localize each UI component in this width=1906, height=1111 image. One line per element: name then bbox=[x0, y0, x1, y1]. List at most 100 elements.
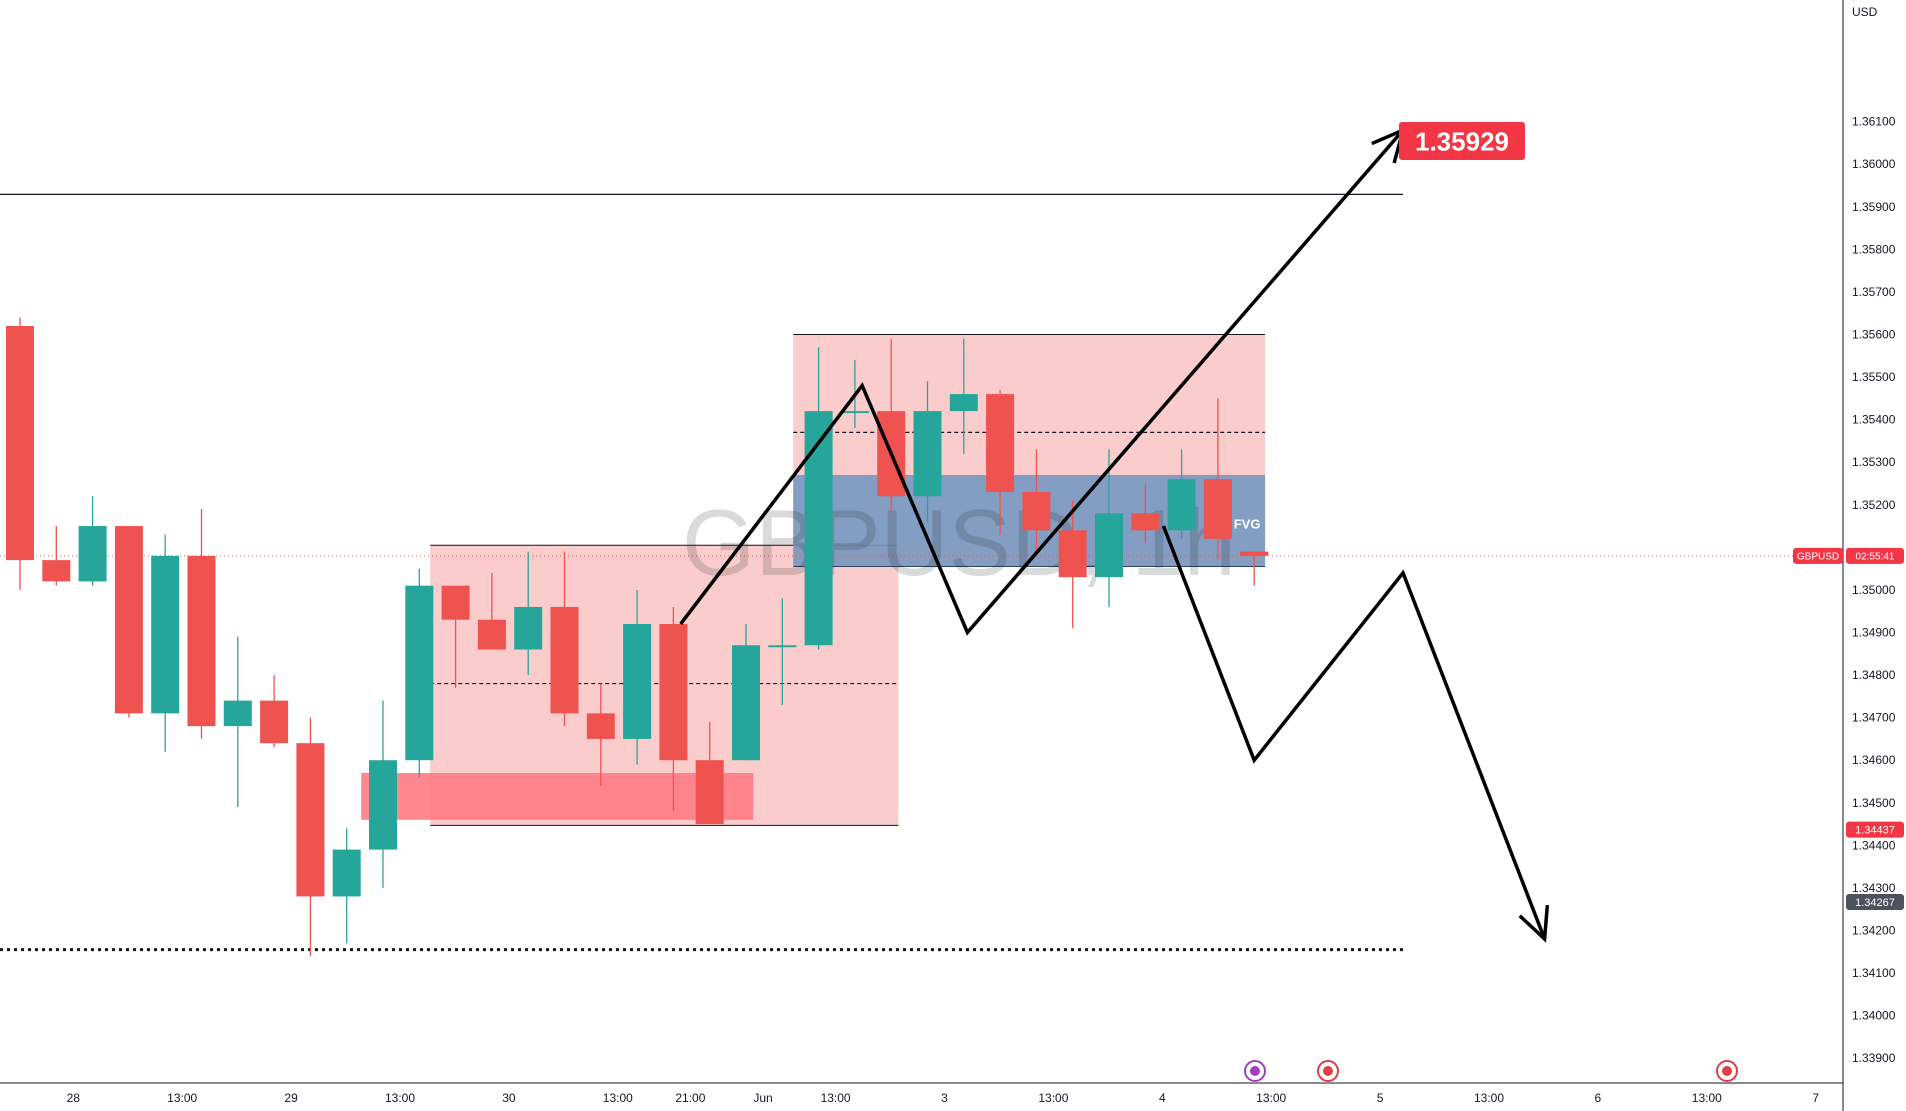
candle[interactable] bbox=[369, 700, 397, 888]
price-tick-label: 1.35800 bbox=[1852, 242, 1896, 256]
time-tick-label: 5 bbox=[1377, 1091, 1384, 1105]
candle-body bbox=[1203, 479, 1232, 539]
price-badge-b-text: 1.34267 bbox=[1855, 897, 1895, 909]
price-tick-label: 1.33900 bbox=[1852, 1051, 1896, 1065]
candle[interactable] bbox=[1095, 449, 1123, 607]
economic-event-icon[interactable] bbox=[1716, 1060, 1738, 1082]
price-tick-label: 1.35400 bbox=[1852, 413, 1896, 427]
price-tick-label: 1.34200 bbox=[1852, 924, 1896, 938]
time-tick-label: 13:00 bbox=[385, 1091, 415, 1105]
candle-body bbox=[1167, 479, 1196, 531]
candle[interactable] bbox=[1240, 551, 1269, 586]
candle[interactable] bbox=[986, 389, 1015, 535]
target-price-badge-bg bbox=[1399, 122, 1525, 160]
candle[interactable] bbox=[151, 534, 180, 752]
countdown-badge[interactable]: 02:55:41 bbox=[1846, 547, 1904, 564]
candle[interactable] bbox=[1131, 483, 1160, 544]
candle[interactable] bbox=[405, 568, 434, 778]
candle[interactable] bbox=[260, 675, 289, 748]
time-tick-label: 3 bbox=[941, 1091, 948, 1105]
candle[interactable] bbox=[659, 606, 688, 812]
candle[interactable] bbox=[732, 623, 760, 761]
candle[interactable] bbox=[223, 636, 252, 808]
economic-event-icon[interactable] bbox=[1244, 1060, 1266, 1082]
candle-body bbox=[768, 645, 797, 648]
price-tick-label: 1.34300 bbox=[1852, 881, 1896, 895]
candle[interactable] bbox=[768, 598, 797, 705]
candle-body bbox=[514, 606, 543, 650]
levels-layer bbox=[0, 193, 1843, 952]
zone-deep_red-2[interactable] bbox=[361, 772, 754, 820]
symbol-badge[interactable]: GBPUSD bbox=[1793, 547, 1843, 564]
candle[interactable] bbox=[1058, 500, 1087, 629]
candle-body bbox=[42, 560, 71, 582]
candle[interactable] bbox=[623, 589, 652, 765]
countdown-badge-bg bbox=[1846, 547, 1904, 564]
candle-body bbox=[659, 623, 688, 761]
candle-body bbox=[151, 555, 180, 714]
price-tick-label: 1.34600 bbox=[1852, 753, 1896, 767]
candle-body bbox=[840, 411, 869, 414]
candle[interactable] bbox=[477, 572, 506, 650]
price-tick-label: 1.35700 bbox=[1852, 285, 1896, 299]
time-tick-label: 29 bbox=[284, 1091, 298, 1105]
price-tick-label: 1.34000 bbox=[1852, 1009, 1896, 1023]
candle-body bbox=[223, 700, 252, 727]
candle-body bbox=[623, 623, 652, 739]
candle[interactable] bbox=[441, 585, 470, 688]
candle[interactable] bbox=[550, 551, 579, 727]
zone-label: FVG bbox=[1234, 517, 1261, 532]
candle-body bbox=[949, 394, 978, 412]
countdown-badge-text: 02:55:41 bbox=[1856, 551, 1895, 562]
candle[interactable] bbox=[1022, 449, 1051, 552]
candle-body bbox=[441, 585, 470, 620]
candle-body bbox=[1095, 513, 1123, 578]
candle-body bbox=[913, 411, 942, 497]
projection-path-0[interactable] bbox=[679, 128, 1405, 636]
candle[interactable] bbox=[1203, 398, 1232, 561]
candle[interactable] bbox=[804, 347, 833, 650]
time-tick-label: 13:00 bbox=[167, 1091, 197, 1105]
price-tick-label: 1.35500 bbox=[1852, 370, 1896, 384]
candle-body bbox=[1022, 491, 1051, 531]
event-dot bbox=[1250, 1066, 1260, 1076]
candle[interactable] bbox=[187, 509, 216, 739]
candle[interactable] bbox=[332, 828, 361, 944]
candle[interactable] bbox=[586, 683, 615, 786]
candle-body bbox=[260, 700, 289, 744]
candle-body bbox=[6, 325, 34, 561]
candles-layer bbox=[6, 317, 1269, 957]
candle-body bbox=[695, 760, 724, 825]
candle[interactable] bbox=[1167, 449, 1196, 539]
arrow-head bbox=[1518, 904, 1550, 943]
time-tick-label: 13:00 bbox=[603, 1091, 633, 1105]
time-tick-label: 13:00 bbox=[1474, 1091, 1504, 1105]
time-tick-label: 30 bbox=[502, 1091, 516, 1105]
price-tick-label: 1.34400 bbox=[1852, 838, 1896, 852]
currency-label: USD bbox=[1852, 5, 1878, 19]
candle[interactable] bbox=[695, 721, 724, 825]
price-tick-label: 1.34800 bbox=[1852, 668, 1896, 682]
price-tick-label: 1.34500 bbox=[1852, 796, 1896, 810]
price-tick-label: 1.34700 bbox=[1852, 711, 1896, 725]
time-tick-label: 6 bbox=[1595, 1091, 1602, 1105]
price-badge-a[interactable]: 1.34437 bbox=[1846, 821, 1904, 838]
symbol-badge-bg bbox=[1793, 547, 1843, 564]
candle[interactable] bbox=[296, 717, 325, 957]
candle[interactable] bbox=[6, 317, 34, 590]
candle[interactable] bbox=[114, 526, 143, 718]
candle-body bbox=[369, 760, 397, 850]
economic-event-icon[interactable] bbox=[1317, 1060, 1339, 1082]
candle[interactable] bbox=[514, 551, 543, 676]
price-badge-a-text: 1.34437 bbox=[1855, 825, 1895, 837]
event-dot bbox=[1323, 1066, 1333, 1076]
candle[interactable] bbox=[913, 381, 942, 522]
price-badge-b[interactable]: 1.34267 bbox=[1846, 893, 1904, 910]
candle[interactable] bbox=[949, 338, 978, 454]
target-price-badge[interactable]: 1.35929 bbox=[1399, 122, 1525, 160]
candle[interactable] bbox=[78, 496, 107, 586]
projection-path-1[interactable] bbox=[1161, 525, 1547, 940]
price-axis: USD 1.36100 1.36000 1.35900 1.35800 1.35700 1.… bbox=[1842, 0, 1896, 1111]
candle[interactable] bbox=[42, 526, 71, 586]
